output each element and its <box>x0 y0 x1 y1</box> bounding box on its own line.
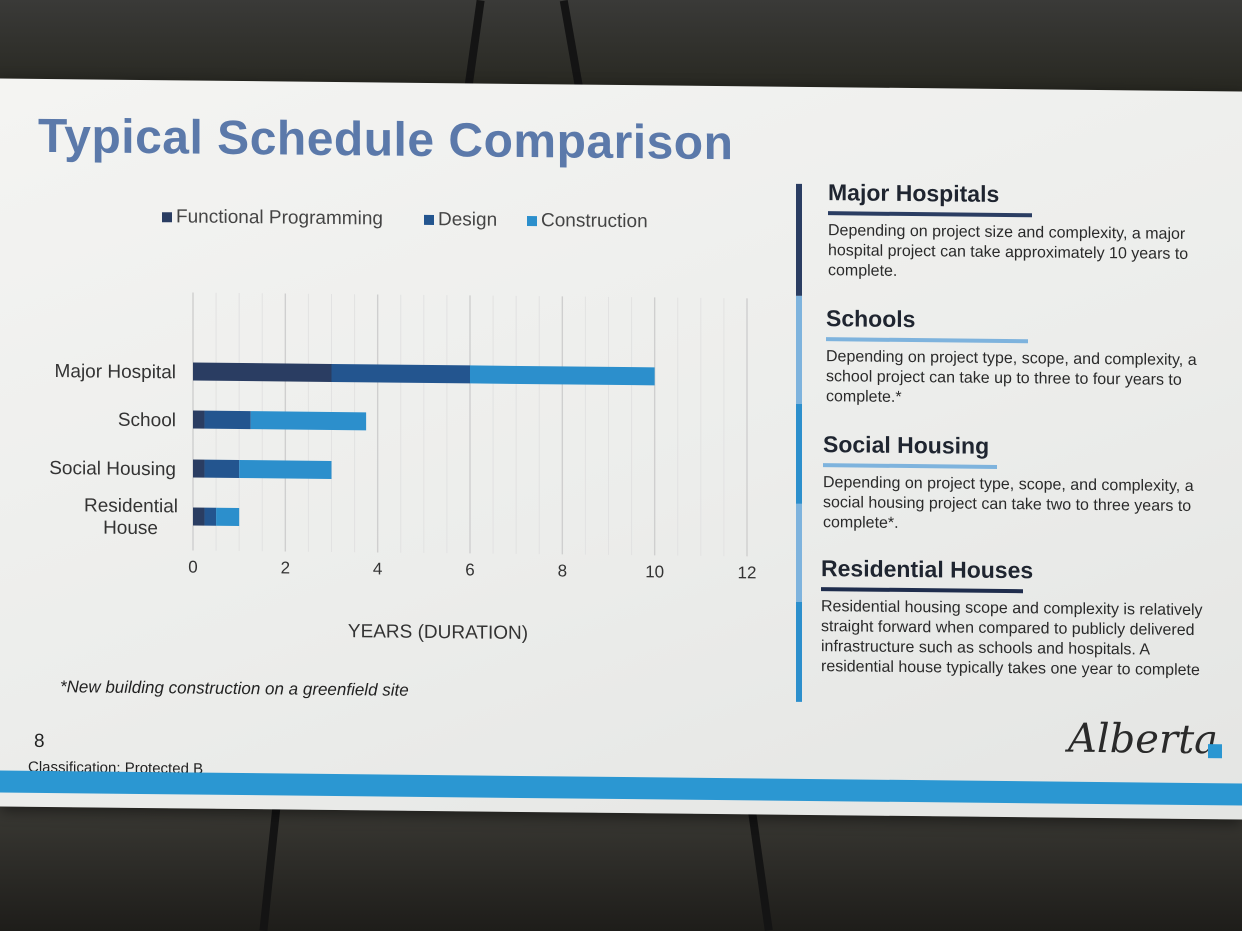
heading-underline <box>823 463 997 469</box>
bar-design <box>331 363 470 384</box>
x-tick-label: 10 <box>645 562 664 581</box>
category-label: Social Housing <box>49 458 176 480</box>
heading-underline <box>828 211 1032 218</box>
x-tick-label: 8 <box>558 561 567 580</box>
heading-underline <box>821 587 1023 594</box>
heading-underline <box>826 337 1028 344</box>
x-tick-label: 12 <box>738 563 757 582</box>
legend-label: Design <box>438 209 497 231</box>
bottom-color-band <box>0 770 1242 806</box>
info-major-hospitals: Major Hospitals Depending on project siz… <box>828 179 1228 285</box>
x-tick-label: 6 <box>465 560 474 579</box>
bar-functional-programming <box>193 459 205 478</box>
divider-segment <box>796 183 802 296</box>
info-heading: Major Hospitals <box>828 179 1000 207</box>
bar-construction <box>470 365 655 386</box>
divider-segment <box>796 403 802 504</box>
bar-construction <box>239 460 332 479</box>
info-heading: Schools <box>826 305 916 333</box>
logo-mark-icon <box>1208 744 1222 759</box>
x-tick-label: 0 <box>188 557 197 576</box>
info-text: Depending on project size and complexity… <box>828 222 1189 280</box>
bar-functional-programming <box>193 507 205 526</box>
legend-swatch <box>527 216 537 227</box>
x-tick-label: 4 <box>373 559 382 578</box>
info-text: Depending on project type, scope, and co… <box>826 348 1197 406</box>
background-room-bottom <box>0 800 1242 931</box>
info-heading: Social Housing <box>823 431 990 459</box>
info-heading: Residential Houses <box>821 555 1034 584</box>
legend-swatch <box>424 214 434 226</box>
bar-design <box>204 459 240 479</box>
category-label: Residential <box>84 495 178 517</box>
bar-construction <box>250 411 367 431</box>
bar-design <box>204 410 251 430</box>
bar-construction <box>216 507 240 527</box>
info-text: Residential housing scope and complexity… <box>821 598 1203 680</box>
footnote: *New building construction on a greenfie… <box>60 677 409 700</box>
legend-label: Functional Programming <box>176 206 383 229</box>
x-tick-label: 2 <box>281 558 290 577</box>
category-label: School <box>118 410 176 432</box>
info-text: Depending on project type, scope, and co… <box>823 474 1194 532</box>
info-residential-houses: Residential Houses Residential housing s… <box>821 555 1221 681</box>
page-number: 8 <box>34 730 45 752</box>
divider-segment <box>796 503 802 602</box>
category-label: Major Hospital <box>55 361 176 383</box>
x-axis-label: YEARS (DURATION) <box>348 621 528 644</box>
info-schools: Schools Depending on project type, scope… <box>826 305 1226 411</box>
info-social-housing: Social Housing Depending on project type… <box>823 431 1223 537</box>
info-panel-divider <box>796 183 802 702</box>
divider-segment <box>796 601 802 702</box>
divider-segment <box>796 295 802 404</box>
bar-functional-programming <box>193 362 332 382</box>
legend-swatch <box>162 212 172 223</box>
category-label: House <box>103 518 158 540</box>
legend-label: Construction <box>541 210 648 232</box>
alberta-logo: Alberta <box>1068 715 1218 764</box>
presentation-board: Typical Schedule Comparison 0 2 4 6 8 10 12 YEA… <box>0 78 1242 820</box>
schedule-bar-chart: 0 2 4 6 8 10 12 YEARS (DURATION) Major Hospital S… <box>49 206 757 644</box>
bar-functional-programming <box>193 410 205 429</box>
bar-design <box>204 507 217 526</box>
